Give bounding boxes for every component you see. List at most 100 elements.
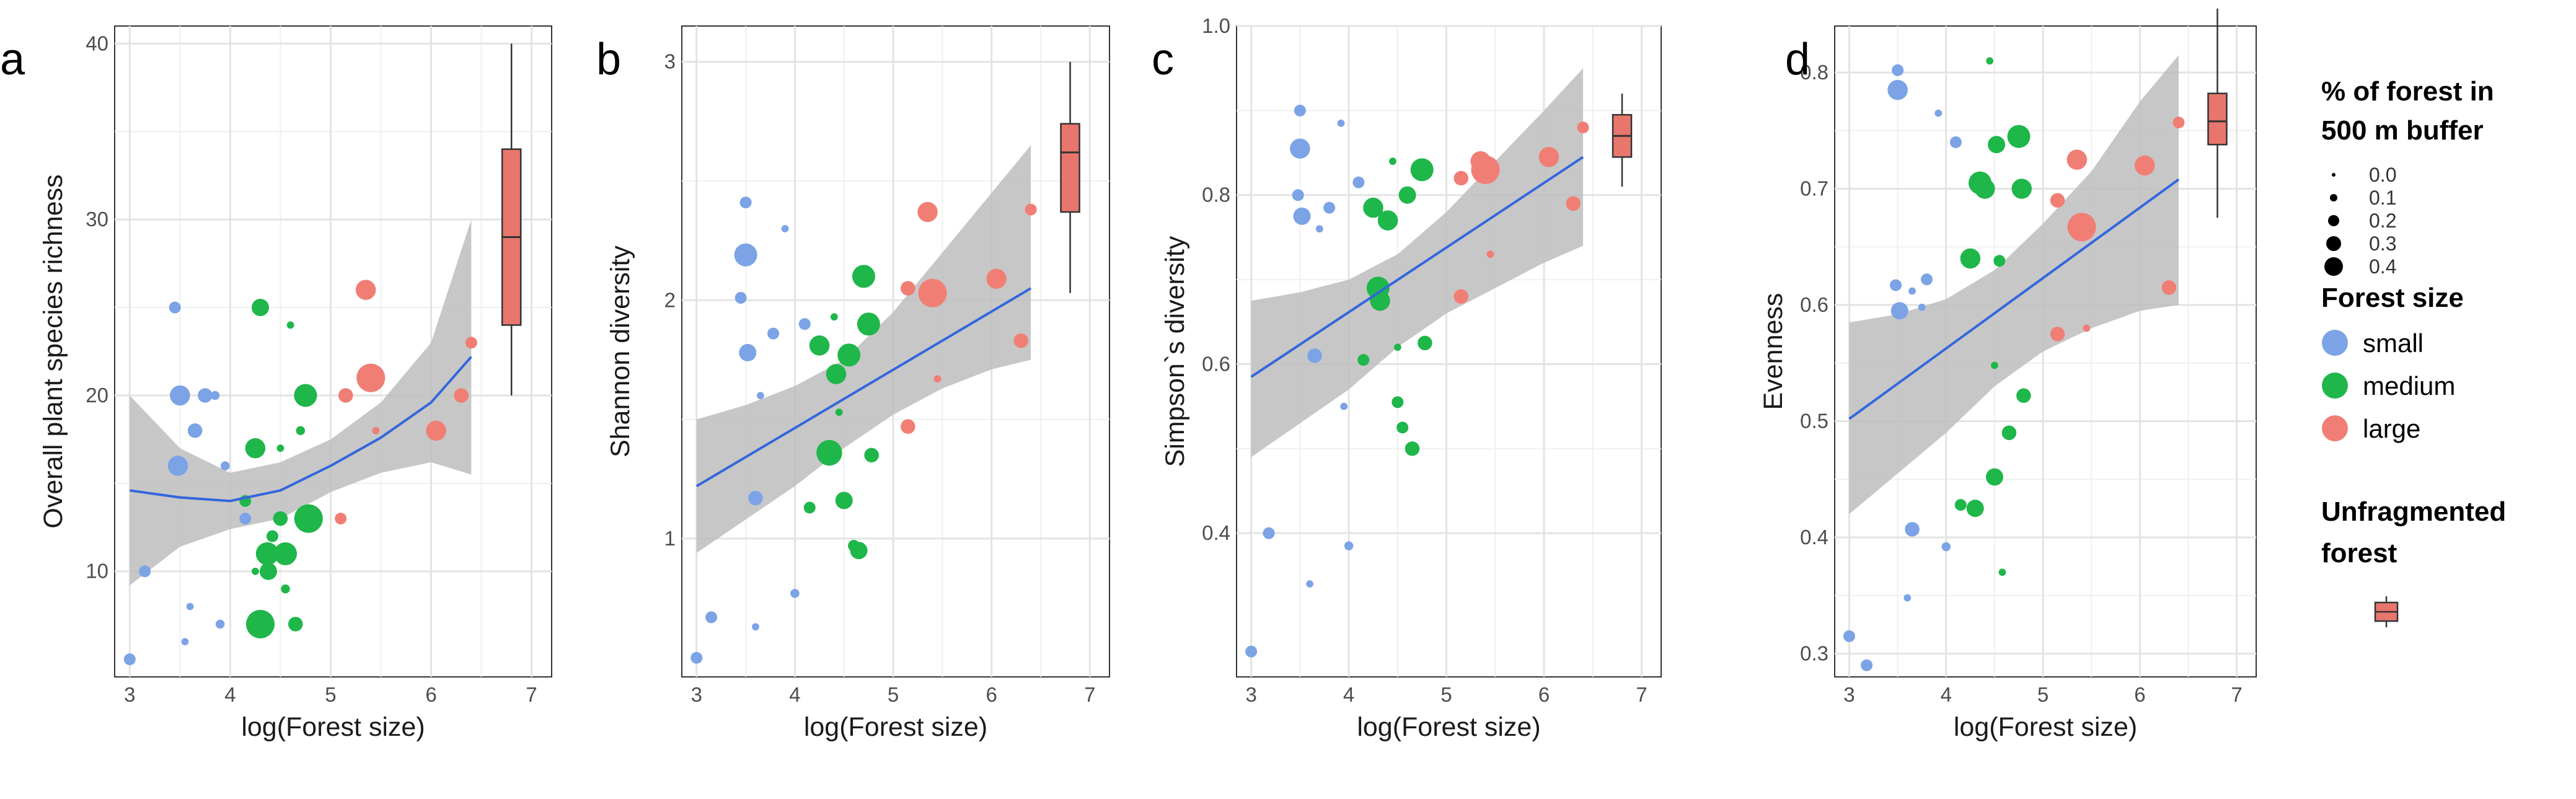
legend-cover-key xyxy=(2328,215,2339,226)
data-point-large xyxy=(1471,155,1500,184)
data-point-medium xyxy=(1377,210,1398,231)
y-tick-label: 0.7 xyxy=(1800,177,1828,200)
legend-cover-key xyxy=(2324,257,2343,276)
data-point-small xyxy=(752,623,759,631)
data-point-medium xyxy=(857,312,880,336)
y-tick-label: 0.4 xyxy=(1800,526,1828,549)
data-point-medium xyxy=(1998,568,2006,576)
data-point-medium xyxy=(809,335,830,356)
legend-cover-label: 0.1 xyxy=(2369,187,2396,209)
confidence-ribbon xyxy=(130,219,472,586)
x-tick-label: 6 xyxy=(986,683,997,706)
boxplot-box xyxy=(1060,123,1080,213)
data-point-medium xyxy=(288,617,303,632)
y-axis-title: Simpson`s diversity xyxy=(1160,236,1190,467)
data-point-medium xyxy=(259,562,277,580)
data-point-large xyxy=(1486,250,1494,258)
data-point-large xyxy=(986,268,1007,289)
y-axis-title: Evenness xyxy=(1758,293,1788,410)
data-point-small xyxy=(139,565,151,578)
data-point-medium xyxy=(830,313,838,321)
data-point-medium xyxy=(296,426,306,435)
x-tick-label: 6 xyxy=(2134,683,2145,706)
legend-cover-key xyxy=(2326,236,2341,251)
data-point-medium xyxy=(1410,158,1434,182)
data-point-large xyxy=(2050,327,2065,342)
fit-line xyxy=(1250,156,1584,378)
data-point-medium xyxy=(1389,157,1396,166)
legend-size-label: small xyxy=(2363,329,2424,358)
data-point-small xyxy=(734,243,757,267)
data-point-large xyxy=(1538,147,1559,167)
data-point-medium xyxy=(837,343,861,367)
x-tick-label: 7 xyxy=(2231,683,2243,706)
data-point-large xyxy=(918,278,947,307)
data-point-small xyxy=(1292,189,1304,201)
legend-unfragmented-title: Unfragmented xyxy=(2321,497,2506,527)
legend-cover-key xyxy=(2330,194,2337,201)
legend-cover-title: 500 m buffer xyxy=(2321,115,2484,146)
legend-size-title: Forest size xyxy=(2321,283,2464,313)
x-axis-title: log(Forest size) xyxy=(241,712,425,742)
data-point-large xyxy=(933,375,942,383)
data-point-large xyxy=(2050,193,2065,208)
data-point-small xyxy=(1908,287,1916,295)
data-point-medium xyxy=(1363,197,1383,218)
data-point-small xyxy=(1887,79,1908,100)
data-point-medium xyxy=(1966,500,1984,518)
data-point-medium xyxy=(1991,361,1998,369)
data-point-medium xyxy=(294,384,317,407)
data-point-medium xyxy=(1393,343,1401,351)
data-point-small xyxy=(1315,225,1323,233)
data-point-small xyxy=(1889,279,1902,291)
data-point-small xyxy=(690,651,703,664)
data-point-small xyxy=(790,589,800,598)
plot-area xyxy=(114,25,552,678)
x-tick-label: 6 xyxy=(425,683,436,706)
x-tick-label: 6 xyxy=(1538,683,1550,706)
data-point-medium xyxy=(2001,425,2017,440)
legend-unfragmented-title: forest xyxy=(2321,538,2397,568)
y-tick-label: 20 xyxy=(86,384,108,407)
x-tick-label: 5 xyxy=(888,683,899,706)
y-tick-label: 0.8 xyxy=(1202,183,1230,206)
chart-panel-a: 3 4 5 6 7 10 20 30 40 log(Forest size) Overall pla… xyxy=(0,25,552,742)
fit-line xyxy=(1848,178,2180,420)
boxplot-box xyxy=(2207,92,2228,146)
data-point-small xyxy=(1905,522,1920,537)
data-point-small xyxy=(1918,303,1926,311)
data-point-medium xyxy=(245,438,266,459)
data-point-small xyxy=(1263,527,1275,539)
data-point-small xyxy=(1921,273,1933,286)
data-point-large xyxy=(372,426,380,435)
y-tick-label: 1.0 xyxy=(1202,14,1230,37)
y-tick-label: 30 xyxy=(86,208,108,231)
data-point-small xyxy=(1352,176,1365,188)
confidence-ribbon xyxy=(1251,68,1584,457)
x-tick-label: 4 xyxy=(1343,683,1354,706)
data-point-medium xyxy=(281,584,290,594)
y-tick-label: 0.6 xyxy=(1800,293,1828,316)
data-point-small xyxy=(1293,207,1311,225)
data-point-small xyxy=(169,301,181,314)
x-tick-label: 3 xyxy=(691,683,702,706)
data-point-medium xyxy=(803,501,816,514)
data-point-small xyxy=(186,603,194,611)
data-point-small xyxy=(1323,201,1336,214)
data-point-small xyxy=(170,385,190,406)
data-point-medium xyxy=(252,299,269,317)
y-tick-label: 0.8 xyxy=(1800,61,1828,84)
data-point-medium xyxy=(1988,136,2006,154)
data-point-small xyxy=(739,343,757,361)
data-point-small xyxy=(1941,542,1951,552)
data-point-large xyxy=(1013,333,1028,348)
data-point-medium xyxy=(1392,396,1404,408)
data-point-large xyxy=(1566,196,1581,211)
data-point-large xyxy=(2161,280,2177,295)
data-point-small xyxy=(705,611,718,624)
data-point-medium xyxy=(274,542,298,565)
data-point-small xyxy=(798,318,811,330)
legend-size-key-medium xyxy=(2322,373,2348,399)
panel-label: d xyxy=(1785,35,1810,84)
